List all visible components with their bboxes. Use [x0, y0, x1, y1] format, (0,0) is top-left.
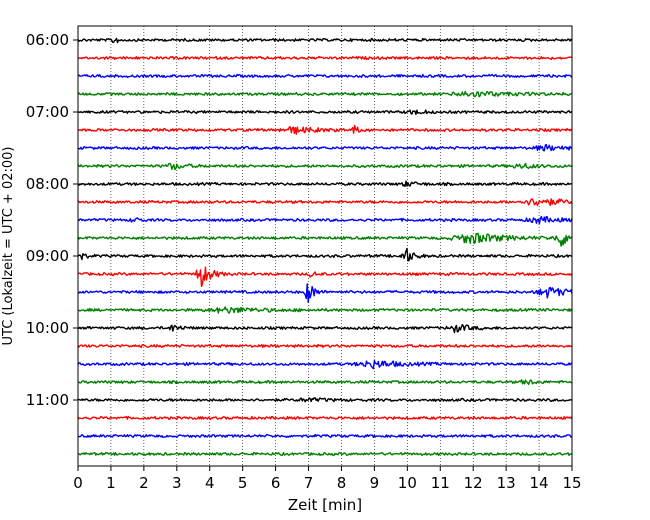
x-tick-label: 13 [497, 474, 516, 492]
y-tick-label: 10:00 [26, 319, 69, 337]
x-tick-label: 4 [205, 474, 215, 492]
trace-line [77, 433, 573, 439]
plot-frame [77, 25, 573, 467]
y-tick-label: 08:00 [26, 175, 69, 193]
trace-line [77, 55, 573, 61]
y-tick-label: 06:00 [26, 31, 69, 49]
x-tick-label: 15 [562, 474, 581, 492]
trace-line [77, 232, 573, 247]
trace-line [77, 180, 573, 188]
trace-line [77, 109, 573, 116]
trace-line [77, 379, 573, 386]
trace-line [77, 143, 573, 152]
x-tick-label: 2 [139, 474, 149, 492]
x-tick-label: 0 [73, 474, 83, 492]
y-axis-label: UTC (Lokalzeit = UTC + 02:00) [1, 147, 16, 346]
x-tick-label: 1 [106, 474, 116, 492]
trace-line [77, 343, 573, 349]
x-tick-label: 3 [172, 474, 182, 492]
y-tick-label: 07:00 [26, 103, 69, 121]
y-axis: 06:00 07:00 08:00 09:00 10:00 11:00 [26, 31, 78, 409]
trace-line [77, 73, 573, 79]
trace-line [77, 323, 573, 334]
x-tick-label: 5 [238, 474, 248, 492]
trace-line [77, 359, 573, 370]
traces-layer [77, 37, 573, 457]
trace-line [77, 37, 573, 44]
trace-line [77, 90, 573, 98]
x-tick-label: 6 [271, 474, 281, 492]
x-tick-label: 11 [431, 474, 450, 492]
x-tick-label: 8 [337, 474, 347, 492]
trace-line [77, 266, 573, 288]
trace-line [77, 397, 573, 403]
trace-line [77, 415, 573, 421]
trace-line [77, 215, 573, 225]
y-tick-label: 11:00 [26, 391, 69, 409]
trace-line [77, 451, 573, 457]
grid-layer [110, 26, 540, 466]
trace-line [77, 306, 573, 314]
trace-line [77, 283, 573, 303]
y-tick-label: 09:00 [26, 247, 69, 265]
x-tick-label: 14 [530, 474, 549, 492]
x-tick-label: 10 [398, 474, 417, 492]
x-tick-label: 7 [304, 474, 314, 492]
x-axis-label: Zeit [min] [288, 496, 362, 514]
trace-line [77, 247, 573, 262]
trace-line [77, 198, 573, 207]
x-tick-label: 9 [370, 474, 380, 492]
x-tick-label: 12 [464, 474, 483, 492]
x-axis: 0 1 2 3 4 5 6 7 8 9 10 11 12 13 14 15 [73, 466, 582, 492]
trace-line [77, 124, 573, 135]
trace-line [77, 162, 573, 171]
